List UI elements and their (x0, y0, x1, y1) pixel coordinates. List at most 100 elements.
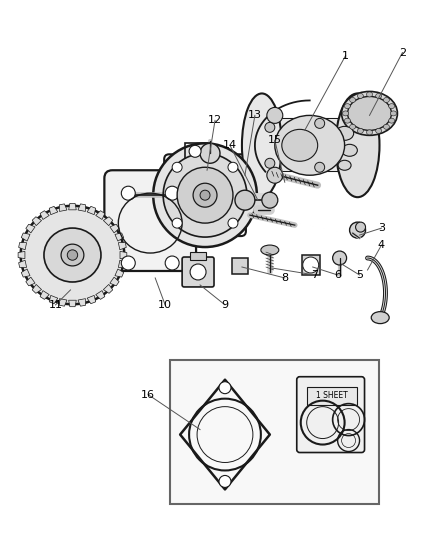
Ellipse shape (390, 111, 396, 116)
Ellipse shape (344, 103, 350, 109)
Ellipse shape (348, 96, 392, 131)
Bar (170, 360, 379, 504)
Ellipse shape (342, 144, 357, 156)
Polygon shape (69, 300, 76, 306)
Polygon shape (69, 204, 76, 210)
Polygon shape (18, 252, 25, 259)
Ellipse shape (389, 103, 395, 109)
Polygon shape (59, 298, 67, 306)
FancyBboxPatch shape (182, 257, 214, 287)
Polygon shape (21, 269, 30, 277)
Ellipse shape (235, 190, 255, 210)
Text: 15: 15 (268, 135, 282, 146)
Bar (307, 386, 357, 405)
Ellipse shape (44, 228, 101, 282)
Polygon shape (118, 260, 126, 268)
Polygon shape (120, 252, 127, 259)
Polygon shape (19, 243, 27, 250)
Polygon shape (302, 255, 320, 275)
Ellipse shape (383, 124, 389, 130)
Ellipse shape (336, 126, 353, 140)
Ellipse shape (371, 312, 389, 324)
Ellipse shape (350, 98, 356, 102)
Text: 2: 2 (399, 47, 406, 58)
Polygon shape (115, 233, 124, 241)
Ellipse shape (228, 162, 238, 172)
Ellipse shape (242, 93, 282, 197)
Ellipse shape (261, 245, 279, 255)
Text: 14: 14 (223, 140, 237, 150)
Ellipse shape (219, 382, 231, 394)
Ellipse shape (121, 256, 135, 270)
FancyBboxPatch shape (104, 170, 196, 271)
Ellipse shape (172, 162, 182, 172)
Text: 3: 3 (378, 223, 385, 233)
Ellipse shape (262, 192, 278, 208)
Ellipse shape (383, 98, 389, 102)
FancyBboxPatch shape (297, 377, 364, 453)
Ellipse shape (314, 162, 325, 172)
Ellipse shape (219, 475, 231, 487)
Ellipse shape (343, 111, 349, 116)
Polygon shape (26, 224, 35, 233)
Ellipse shape (153, 143, 257, 247)
Ellipse shape (282, 130, 318, 161)
Ellipse shape (172, 218, 182, 228)
Polygon shape (103, 285, 113, 293)
Ellipse shape (367, 130, 372, 135)
Bar (232, 258, 248, 274)
Text: 12: 12 (208, 115, 222, 125)
Polygon shape (32, 285, 42, 293)
Text: 5: 5 (356, 270, 363, 280)
Ellipse shape (21, 206, 124, 304)
Text: 10: 10 (158, 300, 172, 310)
Ellipse shape (389, 118, 395, 123)
Ellipse shape (357, 128, 364, 133)
Ellipse shape (356, 222, 366, 232)
Ellipse shape (314, 118, 325, 128)
Polygon shape (96, 290, 105, 300)
Ellipse shape (200, 190, 210, 200)
Polygon shape (87, 206, 95, 215)
Ellipse shape (367, 92, 372, 97)
Text: 1: 1 (342, 51, 349, 61)
Ellipse shape (303, 257, 319, 273)
Ellipse shape (177, 167, 233, 223)
Ellipse shape (376, 93, 381, 99)
Ellipse shape (336, 93, 379, 197)
Ellipse shape (267, 108, 283, 123)
Polygon shape (115, 269, 124, 277)
Ellipse shape (163, 154, 247, 237)
Ellipse shape (350, 222, 366, 238)
Ellipse shape (200, 143, 220, 163)
Ellipse shape (376, 128, 381, 133)
Ellipse shape (61, 244, 84, 266)
Polygon shape (78, 298, 86, 306)
Bar (190, 252, 206, 260)
Ellipse shape (338, 160, 351, 170)
Polygon shape (40, 211, 49, 220)
Ellipse shape (275, 116, 345, 175)
Ellipse shape (267, 167, 283, 183)
Ellipse shape (332, 251, 346, 265)
Polygon shape (118, 243, 126, 250)
Ellipse shape (357, 93, 364, 99)
Text: 13: 13 (248, 110, 262, 120)
Ellipse shape (121, 186, 135, 200)
Text: 4: 4 (378, 240, 385, 250)
Text: 9: 9 (222, 300, 229, 310)
Ellipse shape (189, 146, 201, 157)
Polygon shape (26, 277, 35, 286)
Polygon shape (32, 217, 42, 225)
Ellipse shape (67, 250, 78, 260)
Polygon shape (110, 277, 119, 286)
Ellipse shape (344, 118, 350, 123)
Polygon shape (49, 295, 58, 304)
Ellipse shape (193, 183, 217, 207)
Text: 11: 11 (49, 300, 63, 310)
Ellipse shape (165, 256, 179, 270)
Polygon shape (110, 224, 119, 233)
Polygon shape (59, 204, 67, 212)
Ellipse shape (342, 92, 397, 135)
Ellipse shape (265, 158, 275, 168)
